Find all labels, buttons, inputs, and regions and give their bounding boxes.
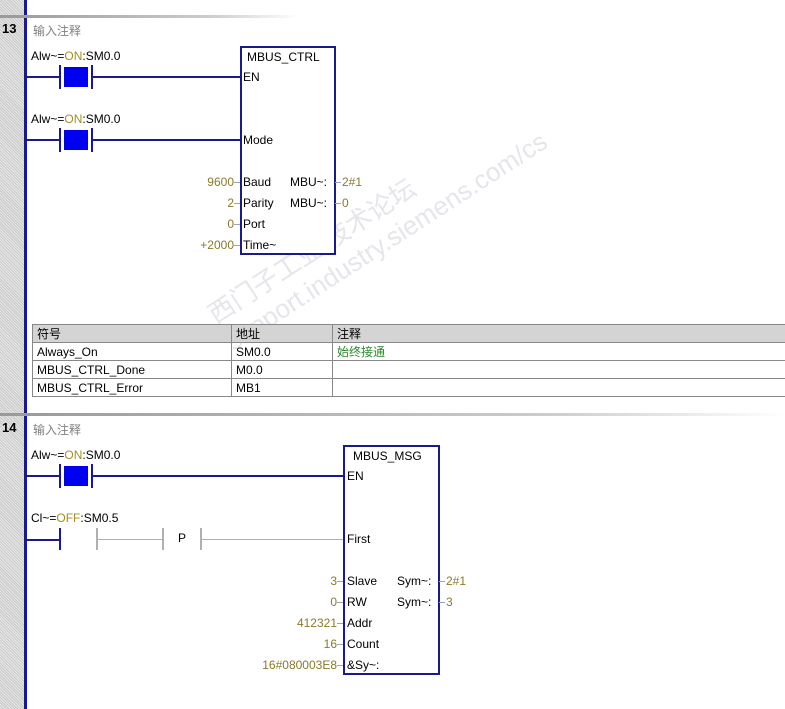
positive-edge-label: P	[178, 531, 187, 545]
table-row: Always_On SM0.0 始终接通	[32, 342, 785, 361]
pin-error: Sym~:	[397, 595, 432, 609]
power-rail	[24, 0, 27, 709]
pin-dataptr: &Sy~:	[347, 658, 380, 672]
contact-always-on[interactable]	[59, 65, 93, 89]
network-number[interactable]: 13	[2, 21, 17, 36]
pin-rw: RW	[347, 595, 367, 609]
contact-always-on[interactable]	[59, 128, 93, 152]
pin-port: Port	[243, 217, 266, 231]
contact-clock-right[interactable]	[96, 528, 98, 550]
wire	[27, 539, 60, 541]
symbol-table: 符号 地址 注释 Always_On SM0.0 始终接通 MBUS_CTRL_Done…	[32, 324, 785, 397]
contact-label: Alw~=ON:SM0.0	[31, 49, 121, 63]
block-title: MBUS_CTRL	[247, 50, 320, 64]
symbol-cell: MBUS_CTRL_Error	[32, 378, 232, 397]
output-value-error[interactable]: 3	[446, 595, 453, 609]
mbus-msg-block[interactable]: MBUS_MSG EN First Slave RW Addr Count &S…	[343, 445, 440, 675]
output-value-done[interactable]: 2#1	[446, 574, 467, 588]
input-value-slave[interactable]: 3	[330, 574, 337, 588]
symbol-cell: Always_On	[32, 342, 232, 361]
output-value-done[interactable]: 2#1	[342, 175, 363, 189]
pin-baud: Baud	[243, 175, 272, 189]
input-value-timeout[interactable]: +2000	[200, 238, 234, 252]
pin-count: Count	[347, 637, 380, 651]
contact-label: Alw~=ON:SM0.0	[31, 448, 121, 462]
contact-always-on[interactable]	[59, 464, 93, 488]
pin-en: EN	[243, 70, 260, 84]
wire	[27, 76, 240, 78]
input-value-port[interactable]: 0	[227, 217, 234, 231]
symbol-cell: MBUS_CTRL_Done	[32, 360, 232, 379]
input-value-rw[interactable]: 0	[330, 595, 337, 609]
output-value-error[interactable]: 0	[342, 196, 349, 210]
mbus-ctrl-block[interactable]: MBUS_CTRL EN Mode Baud Parity Port Time~…	[240, 46, 336, 255]
col-symbol: 符号	[32, 324, 232, 343]
network-comment[interactable]: 输入注释	[33, 423, 82, 437]
pin-en: EN	[347, 469, 364, 483]
edge-detector-right[interactable]	[200, 528, 202, 550]
block-title: MBUS_MSG	[353, 449, 422, 463]
comment-cell	[332, 378, 785, 397]
address-cell: MB1	[231, 378, 333, 397]
network-separator	[0, 413, 785, 416]
address-cell: M0.0	[231, 360, 333, 379]
network-separator	[0, 15, 300, 18]
comment-cell: 始终接通	[332, 342, 785, 361]
input-value-baud[interactable]: 9600	[207, 175, 234, 189]
pin-done: Sym~:	[397, 574, 432, 588]
input-value-parity[interactable]: 2	[227, 196, 234, 210]
contact-label: Cl~=OFF:SM0.5	[31, 511, 119, 525]
col-address: 地址	[231, 324, 333, 343]
pin-timeout: Time~	[243, 238, 277, 252]
comment-cell	[332, 360, 785, 379]
input-value-addr[interactable]: 412321	[296, 616, 337, 630]
network-comment[interactable]: 输入注释	[33, 24, 82, 38]
input-value-dataptr[interactable]: 16#080003E8	[262, 658, 337, 672]
address-cell: SM0.0	[231, 342, 333, 361]
table-row: MBUS_CTRL_Done M0.0	[32, 360, 785, 379]
pin-mode: Mode	[243, 133, 274, 147]
wire	[27, 475, 343, 477]
edge-detector-left[interactable]	[162, 528, 164, 550]
contact-label: Alw~=ON:SM0.0	[31, 112, 121, 126]
network-number[interactable]: 14	[2, 420, 17, 435]
pin-parity: Parity	[243, 196, 274, 210]
pin-addr: Addr	[347, 616, 373, 630]
pin-slave: Slave	[347, 574, 378, 588]
pin-first: First	[347, 532, 371, 546]
pin-done: MBU~:	[290, 175, 328, 189]
wire	[27, 139, 240, 141]
col-comment: 注释	[332, 324, 785, 343]
input-value-count[interactable]: 16	[323, 637, 337, 651]
network-gutter	[0, 0, 24, 709]
contact-clock-left[interactable]	[59, 528, 61, 550]
table-row: MBUS_CTRL_Error MB1	[32, 378, 785, 397]
pin-error: MBU~:	[290, 196, 328, 210]
